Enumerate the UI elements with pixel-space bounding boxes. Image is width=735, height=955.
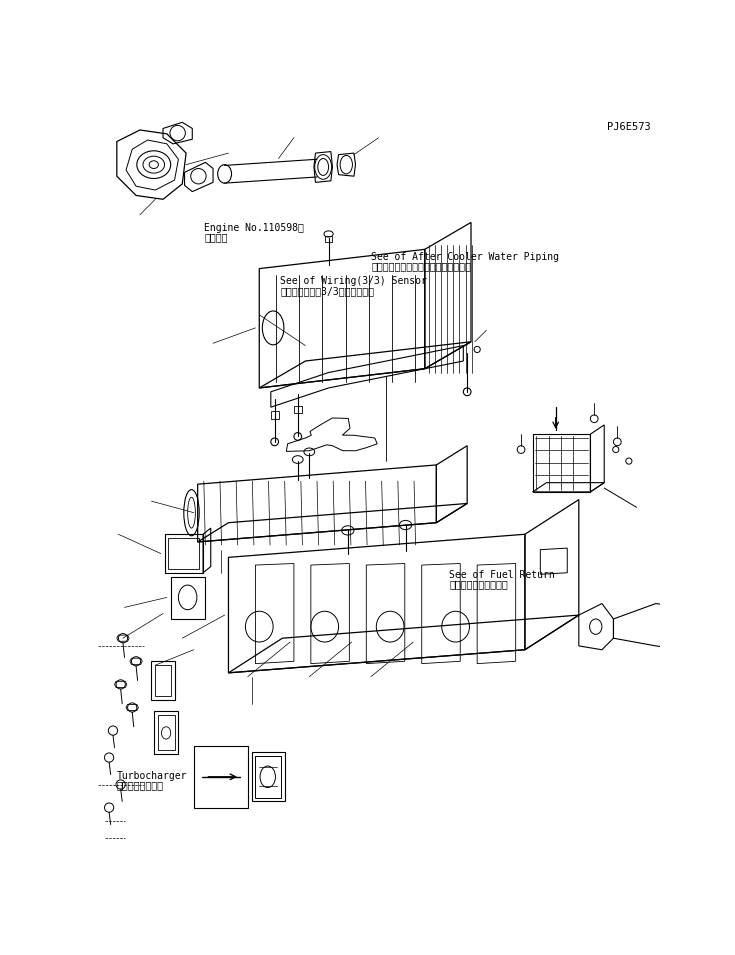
Ellipse shape — [116, 680, 125, 689]
Ellipse shape — [590, 414, 598, 423]
Ellipse shape — [104, 753, 114, 762]
Ellipse shape — [132, 657, 140, 666]
Text: See of After Cooler Water Piping: See of After Cooler Water Piping — [371, 252, 559, 262]
Ellipse shape — [108, 726, 118, 735]
Ellipse shape — [517, 446, 525, 454]
Ellipse shape — [625, 458, 632, 464]
Text: ターボチャージャ: ターボチャージャ — [116, 780, 163, 790]
Text: See of Fuel Return: See of Fuel Return — [449, 570, 555, 580]
Text: アフタクーラウォータパイピング参照: アフタクーラウォータパイピング参照 — [371, 262, 471, 271]
Ellipse shape — [614, 438, 621, 446]
Text: PJ6E573: PJ6E573 — [607, 122, 651, 132]
Text: ワイヤリング（3/3）センサ参照: ワイヤリング（3/3）センサ参照 — [281, 286, 374, 296]
Ellipse shape — [104, 803, 114, 812]
Ellipse shape — [118, 633, 128, 643]
Text: フェエルリターン参照: フェエルリターン参照 — [449, 580, 508, 589]
Text: See of Wiring(3/3) Sensor: See of Wiring(3/3) Sensor — [281, 276, 427, 286]
Text: Engine No.110598～: Engine No.110598～ — [204, 223, 304, 233]
Ellipse shape — [613, 447, 619, 453]
Ellipse shape — [116, 780, 125, 789]
Text: 適用号機: 適用号機 — [204, 232, 228, 243]
Text: Turbocharger: Turbocharger — [116, 771, 187, 780]
Ellipse shape — [128, 703, 137, 712]
